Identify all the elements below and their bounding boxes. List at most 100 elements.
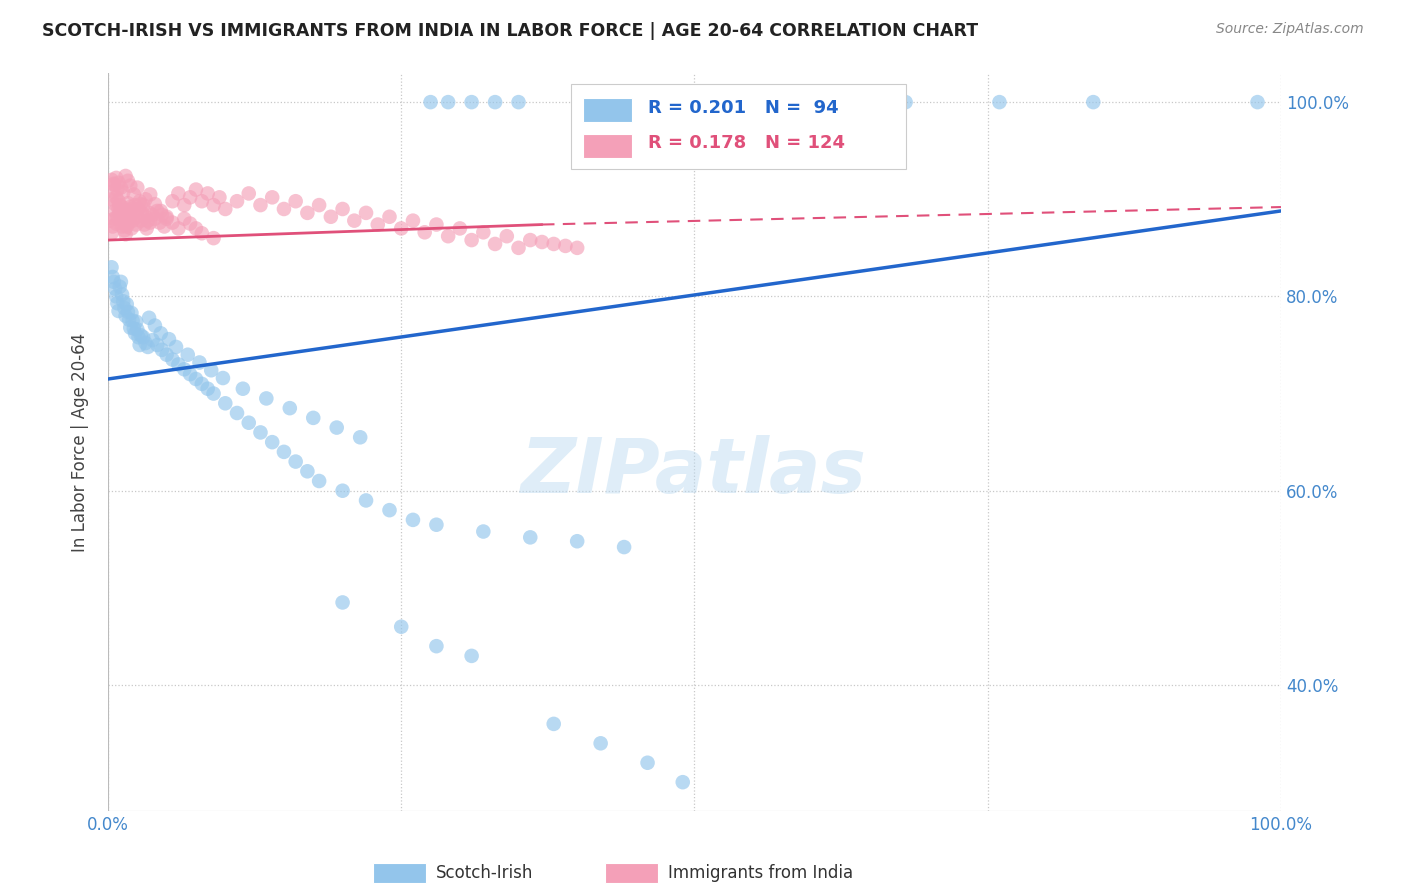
Point	[112, 294, 135, 309]
Point	[554, 239, 576, 253]
Point	[425, 639, 447, 653]
Point	[110, 180, 132, 194]
Point	[103, 275, 125, 289]
Point	[167, 221, 190, 235]
Point	[254, 392, 277, 406]
Point	[184, 372, 207, 386]
Point	[142, 333, 165, 347]
Point	[120, 210, 142, 224]
Point	[101, 219, 124, 234]
Point	[105, 217, 128, 231]
Point	[278, 401, 301, 416]
Point	[200, 363, 222, 377]
Point	[214, 202, 236, 216]
Point	[308, 474, 330, 488]
Point	[273, 445, 295, 459]
Point	[1246, 95, 1268, 109]
Point	[146, 203, 169, 218]
Point	[128, 338, 150, 352]
Point	[149, 326, 172, 341]
Point	[297, 206, 319, 220]
Point	[419, 95, 441, 109]
Point	[484, 237, 506, 252]
Point	[238, 416, 260, 430]
Point	[249, 425, 271, 440]
Point	[508, 95, 530, 109]
Point	[127, 322, 149, 336]
Point	[800, 95, 823, 109]
Point	[156, 210, 179, 224]
Point	[104, 203, 127, 218]
Point	[543, 237, 565, 252]
Point	[104, 282, 127, 296]
Point	[114, 208, 136, 222]
Point	[156, 348, 179, 362]
Point	[112, 223, 135, 237]
Point	[120, 178, 142, 193]
Point	[124, 326, 146, 341]
Text: ZIPatlas: ZIPatlas	[522, 434, 868, 508]
Point	[156, 211, 179, 226]
Point	[308, 198, 330, 212]
Point	[191, 194, 214, 209]
Point	[114, 309, 136, 323]
Point	[100, 173, 122, 187]
Point	[122, 321, 145, 335]
Point	[162, 194, 184, 209]
Point	[115, 297, 138, 311]
Point	[100, 227, 122, 241]
Point	[149, 216, 172, 230]
Point	[988, 95, 1011, 109]
Point	[104, 197, 127, 211]
Point	[127, 210, 149, 224]
Point	[129, 328, 152, 343]
Point	[122, 206, 145, 220]
Point	[115, 219, 138, 234]
Point	[143, 211, 166, 226]
Text: R = 0.201   N =  94: R = 0.201 N = 94	[648, 99, 838, 118]
Point	[117, 203, 139, 218]
FancyBboxPatch shape	[571, 84, 905, 169]
Point	[100, 260, 122, 275]
Point	[179, 190, 201, 204]
Point	[118, 216, 141, 230]
Text: Immigrants from India: Immigrants from India	[668, 864, 853, 882]
Point	[1083, 95, 1105, 109]
Point	[302, 410, 325, 425]
Text: R = 0.178   N = 124: R = 0.178 N = 124	[648, 134, 845, 153]
Point	[105, 289, 128, 303]
Point	[117, 174, 139, 188]
Point	[367, 218, 389, 232]
Point	[105, 183, 128, 197]
Point	[118, 312, 141, 326]
Point	[378, 210, 401, 224]
Point	[460, 95, 482, 109]
Point	[108, 198, 131, 212]
Point	[112, 216, 135, 230]
Point	[173, 198, 195, 212]
Point	[378, 503, 401, 517]
Point	[589, 736, 612, 750]
Point	[150, 208, 173, 222]
Point	[127, 180, 149, 194]
Point	[112, 203, 135, 218]
Point	[262, 190, 284, 204]
Point	[208, 190, 231, 204]
Point	[519, 530, 541, 544]
Point	[177, 348, 200, 362]
Point	[110, 275, 132, 289]
Point	[103, 211, 125, 226]
Point	[135, 192, 157, 206]
Point	[103, 177, 125, 191]
Point	[173, 211, 195, 226]
Point	[112, 211, 135, 226]
Point	[460, 233, 482, 247]
Point	[284, 194, 307, 209]
Point	[165, 340, 187, 354]
Point	[325, 420, 347, 434]
Point	[319, 210, 342, 224]
Point	[132, 330, 155, 344]
Point	[136, 213, 159, 227]
Point	[425, 517, 447, 532]
Point	[343, 213, 366, 227]
